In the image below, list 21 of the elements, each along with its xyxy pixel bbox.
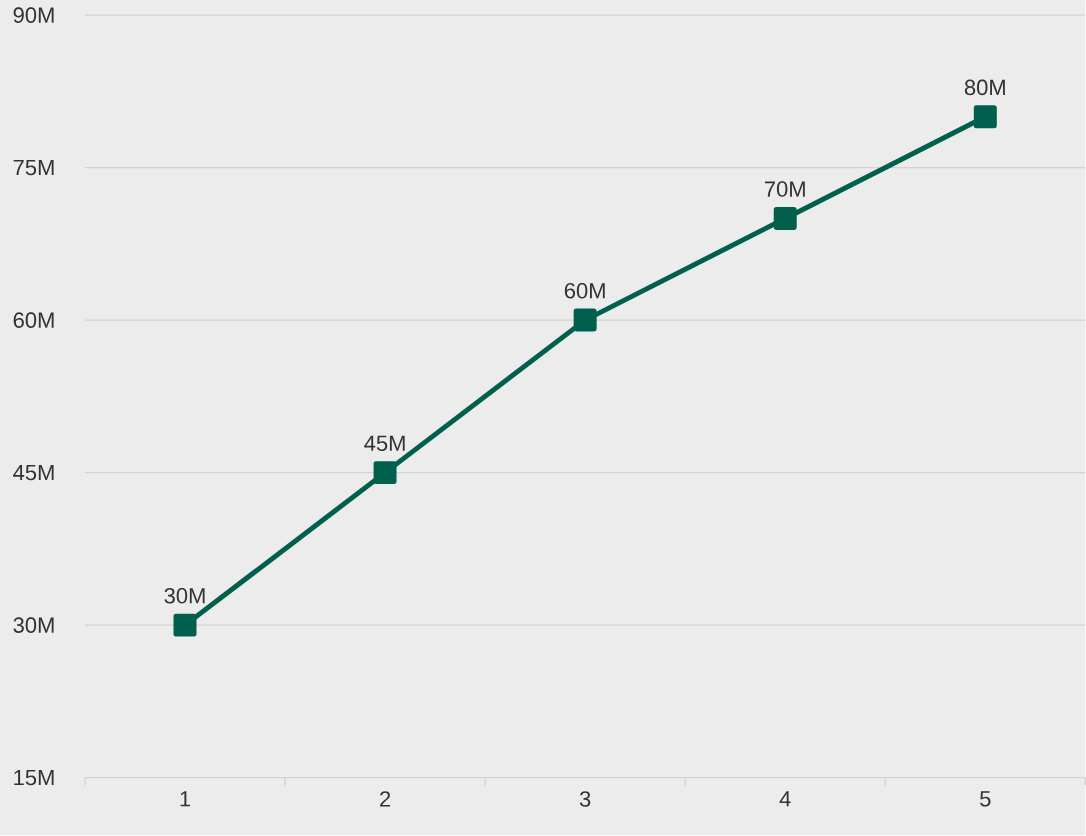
x-tick-label: 2 — [380, 791, 391, 807]
data-label: 70M — [764, 181, 805, 198]
point — [773, 207, 797, 231]
x-tick-label: 5 — [980, 791, 991, 807]
y-tick-label: 30M — [13, 617, 54, 634]
y-tick-label: 90M — [13, 7, 54, 24]
data-label: 30M — [164, 588, 205, 604]
x-tick-label: 4 — [779, 791, 791, 807]
point — [373, 461, 397, 485]
point — [573, 308, 597, 332]
data-label: 60M — [564, 283, 605, 299]
y-tick-label: 15M — [14, 770, 54, 786]
y-tick-label: 75M — [13, 160, 54, 176]
data-label: 80M — [964, 79, 1005, 96]
y-tick-label: 60M — [13, 312, 54, 329]
point — [973, 105, 997, 129]
x-tick-label: 1 — [180, 791, 191, 807]
data-label: 45M — [364, 435, 405, 452]
point — [173, 613, 197, 637]
y-tick-label: 45M — [13, 465, 54, 481]
x-tick-label: 3 — [579, 791, 591, 807]
